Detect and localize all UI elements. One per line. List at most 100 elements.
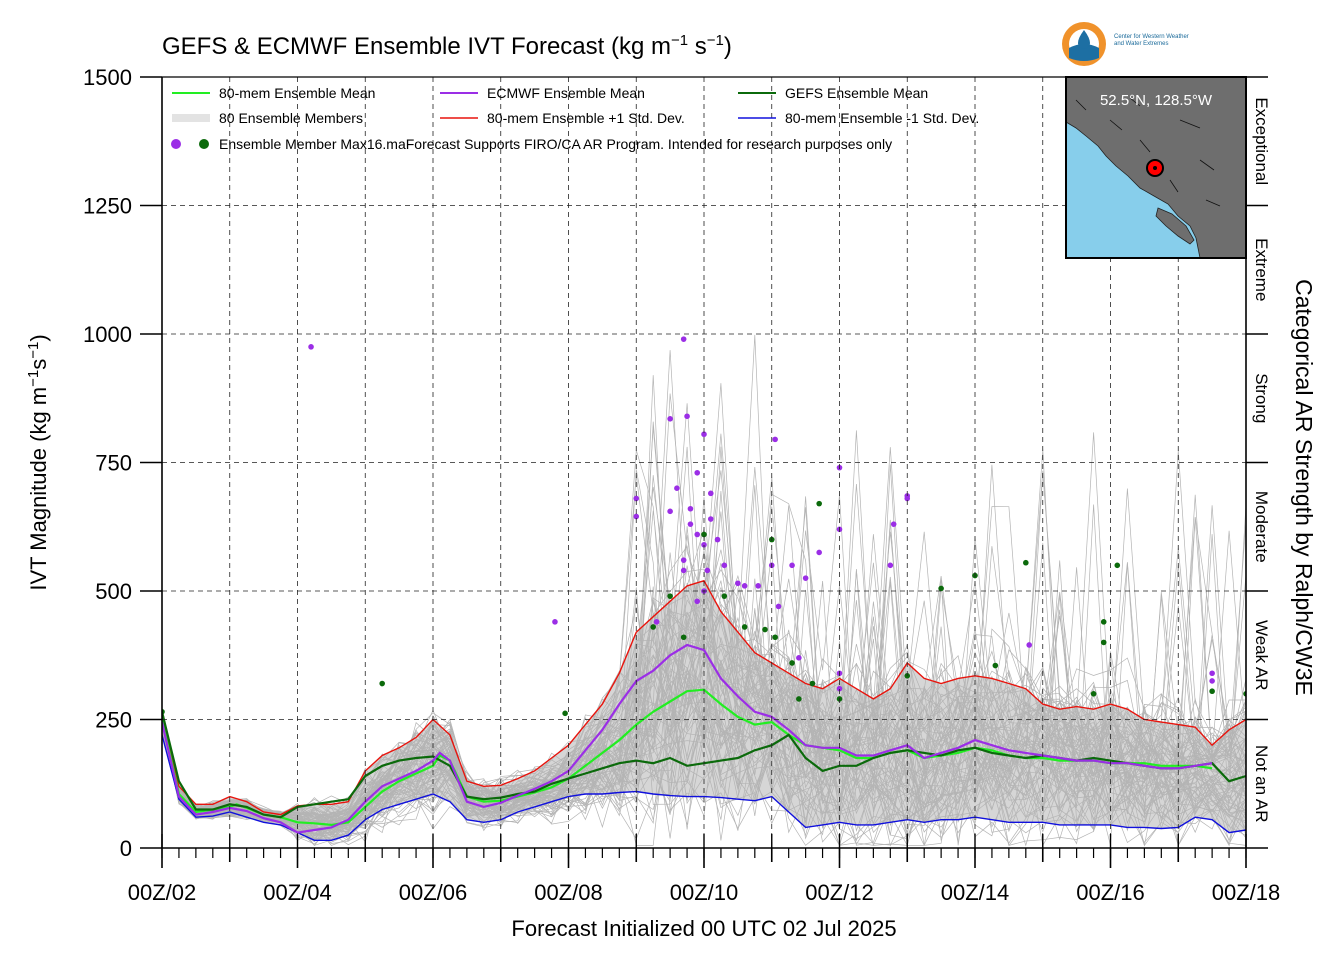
series-line-minus — [162, 734, 1246, 841]
gefs-max-point — [772, 634, 778, 641]
ecmwf-max-point — [1209, 678, 1215, 684]
axes: 0 250 500 750 1000 1250 1500 00Z/02 00Z/04 00Z/06… — [25, 65, 1318, 941]
ecmwf-max-point — [796, 655, 802, 661]
ecmwf-max-point — [653, 619, 660, 625]
inset-location-marker-center — [1153, 166, 1157, 170]
ecmwf-max-point — [687, 521, 694, 527]
ecmwf-max-point — [836, 685, 843, 692]
ecmwf-max-point — [633, 513, 640, 520]
gefs-max-point — [650, 624, 656, 630]
y-tick-label: 750 — [95, 451, 132, 476]
ecmwf-max-point — [789, 562, 795, 569]
legend: 80-mem Ensemble Mean ECMWF Ensemble Mean G… — [171, 85, 979, 152]
legend-label: 80-mem Ensemble -1 Std. Dev. — [785, 110, 979, 126]
ecmwf-max-point — [704, 567, 711, 574]
ecmwf-max-point — [707, 490, 714, 497]
category-label: Extreme — [1252, 238, 1271, 301]
inset-location-label: 52.5°N, 128.5°W — [1100, 92, 1213, 109]
category-label: Exceptional — [1252, 97, 1271, 185]
gefs-max-point — [680, 634, 687, 641]
ecmwf-max-point — [735, 580, 741, 587]
ecmwf-max-point — [674, 485, 680, 492]
x-tick-label: 00Z/06 — [399, 880, 468, 905]
x-tick-label: 00Z/04 — [263, 880, 332, 905]
gefs-max-point — [809, 680, 816, 687]
ecmwf-max-point — [308, 344, 314, 350]
ecmwf-max-point — [701, 541, 707, 548]
cw3e-logo: Center for Western Weather and Water Ext… — [1058, 18, 1248, 74]
y-tick-label: 0 — [120, 836, 132, 861]
ensemble-member-line — [162, 552, 1246, 837]
ecmwf-max-point — [1026, 642, 1032, 648]
series-line-ecmwf — [162, 643, 1213, 834]
legend-note: Ensemble Member Max16.maForecast Support… — [219, 136, 892, 152]
y-tick-label: 250 — [95, 708, 132, 733]
ecmwf-max-point — [904, 495, 911, 502]
ecmwf-max-point — [680, 336, 687, 342]
x-axis-label: Forecast Initialized 00 UTC 02 Jul 2025 — [511, 916, 896, 941]
x-tick-label: 00Z/02 — [128, 880, 197, 905]
ecmwf-max-point — [775, 603, 782, 610]
ecmwf-max-point — [890, 521, 897, 527]
ecmwf-max-point — [694, 598, 701, 605]
gefs-max-point — [1090, 691, 1097, 697]
legend-gefs-dot — [199, 139, 209, 149]
legend-label: 80 Ensemble Members — [219, 110, 363, 126]
legend-ecmwf-dot — [171, 139, 181, 149]
gefs-max-point — [789, 660, 795, 666]
category-label: Not an AR — [1252, 745, 1271, 823]
ensemble-member-line — [162, 466, 1246, 840]
gefs-max-point — [379, 680, 385, 687]
ensemble-member-line — [162, 536, 1246, 829]
ensemble-member-line — [162, 375, 1246, 823]
ecmwf-max-point — [667, 416, 673, 422]
ecmwf-max-point — [687, 505, 694, 512]
y-tick-label: 1000 — [83, 322, 132, 347]
inset-map-lines — [1075, 97, 1221, 207]
x-tick-label: 00Z/08 — [534, 880, 603, 905]
gefs-max-point — [762, 626, 768, 633]
inset-frame — [1065, 76, 1247, 259]
ecmwf-max-point — [1209, 670, 1215, 677]
x-tick-label: 00Z/18 — [1212, 880, 1281, 905]
right-axis-label: Categorical AR Strength by Ralph/CW3E — [1291, 279, 1317, 696]
gefs-max-point — [1114, 562, 1121, 569]
category-label: Moderate — [1252, 491, 1271, 563]
gefs-max-point — [701, 531, 707, 538]
gefs-max-point — [1209, 688, 1215, 695]
ecmwf-max-point — [755, 583, 761, 589]
ecmwf-max-point — [552, 619, 558, 625]
ecmwf-max-point — [667, 508, 673, 515]
ecmwf-max-point — [680, 567, 687, 574]
ecmwf-max-point — [633, 495, 640, 502]
ecmwf-max-point — [816, 549, 822, 556]
cw3e-logo-icon — [1062, 22, 1106, 66]
ecmwf-max-point — [741, 583, 748, 589]
series-line-plus — [162, 579, 1246, 816]
ecmwf-max-point — [684, 413, 690, 420]
ecmwf-max-point — [714, 536, 721, 543]
ensemble-member-line — [162, 446, 1246, 843]
x-tick-label: 00Z/12 — [805, 880, 874, 905]
y-tick-label: 1500 — [83, 65, 132, 90]
ensemble-member-line — [162, 550, 1246, 846]
gefs-max-point — [816, 500, 822, 507]
x-tick-label: 00Z/10 — [670, 880, 739, 905]
inset-map: 52.5°N, 128.5°W — [1065, 76, 1247, 259]
gefs-max-point — [1100, 619, 1107, 625]
ecmwf-max-point — [802, 575, 809, 581]
ecmwf-max-point — [701, 431, 707, 438]
ecmwf-max-point — [694, 469, 701, 476]
inset-island — [1155, 207, 1195, 245]
category-label: Strong — [1252, 373, 1271, 423]
gefs-max-point — [721, 593, 728, 599]
ecmwf-max-point — [707, 516, 714, 522]
y-tick-label: 500 — [95, 579, 132, 604]
legend-label: 80-mem Ensemble Mean — [219, 85, 375, 101]
gefs-max-point — [992, 662, 999, 669]
gefs-max-point — [741, 624, 748, 630]
y-tick-label: 1250 — [83, 194, 132, 219]
x-tick-label: 00Z/16 — [1076, 880, 1145, 905]
